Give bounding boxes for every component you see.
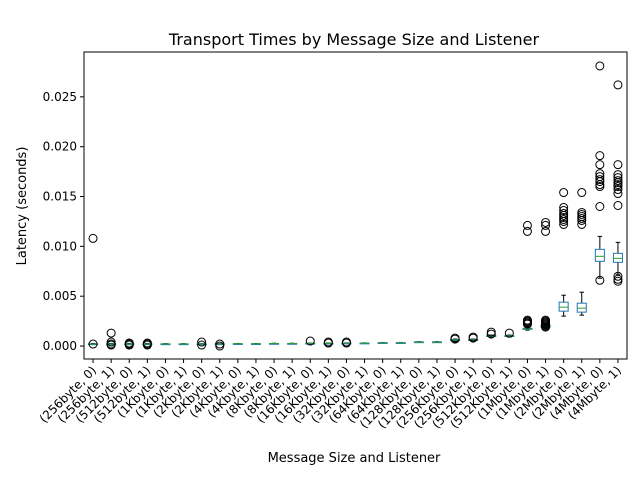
box-group — [395, 341, 406, 344]
outlier-point — [577, 219, 587, 229]
box-group — [196, 337, 207, 350]
outlier-point — [522, 220, 532, 230]
outlier-point — [142, 340, 152, 350]
plot-frame — [83, 51, 628, 360]
outlier-point — [613, 201, 623, 210]
outlier-point — [88, 233, 98, 243]
y-tick-label: 0.000 — [43, 339, 77, 353]
outlier-point — [595, 177, 605, 187]
box-group — [232, 342, 243, 345]
outlier-point — [88, 339, 98, 349]
y-axis-label: Latency (seconds) — [15, 147, 30, 266]
box-group — [558, 188, 569, 317]
y-tick-label: 0.005 — [43, 289, 77, 303]
outlier-point — [106, 340, 116, 350]
outlier-point — [577, 215, 587, 225]
outlier-point — [541, 220, 551, 230]
box-group — [450, 333, 461, 344]
box-group — [287, 342, 298, 345]
outlier-point — [595, 61, 605, 71]
outlier-point — [559, 219, 569, 229]
outlier-point — [595, 182, 605, 192]
outlier-point — [595, 201, 605, 211]
outlier-point — [106, 328, 116, 338]
x-axis-label: Message Size and Listener — [268, 451, 441, 466]
box-iqr — [594, 248, 605, 262]
y-tick-label: 0.020 — [43, 140, 77, 154]
box-group — [341, 337, 352, 348]
box-group — [269, 342, 280, 345]
outlier-point — [559, 188, 569, 198]
box-group — [305, 336, 316, 346]
box-group — [431, 341, 442, 344]
box-group — [594, 61, 605, 285]
box-group — [377, 341, 388, 344]
outlier-point — [613, 189, 623, 199]
outlier-point — [341, 338, 351, 348]
outlier-point — [613, 80, 623, 90]
outlier-point — [613, 173, 623, 183]
outlier-point — [613, 276, 623, 286]
box-group — [468, 332, 479, 343]
chart-title: Transport Times by Message Size and List… — [168, 30, 540, 49]
box-group — [486, 327, 497, 339]
outlier-point — [522, 226, 532, 236]
outlier-point — [197, 340, 207, 350]
outlier-point — [541, 322, 551, 332]
box-group — [214, 339, 225, 351]
outlier-point — [197, 337, 207, 347]
outlier-point — [486, 329, 496, 339]
box-group — [612, 80, 623, 286]
outlier-point — [595, 160, 605, 170]
outlier-point — [541, 217, 551, 227]
box-group — [504, 328, 515, 338]
y-tick-label: 0.010 — [43, 239, 77, 253]
box-group — [106, 328, 117, 350]
outlier-point — [450, 334, 460, 344]
outlier-point — [124, 339, 134, 349]
box-group — [522, 220, 533, 331]
box-group — [359, 342, 370, 345]
outlier-point — [541, 226, 551, 236]
box-group — [413, 341, 424, 344]
box-group — [160, 343, 171, 346]
outlier-point — [522, 319, 532, 329]
box-group — [250, 342, 261, 345]
box-group — [142, 338, 153, 350]
outlier-point — [595, 275, 605, 285]
outlier-point — [559, 216, 569, 226]
y-tick-label: 0.025 — [43, 90, 77, 104]
outlier-point — [613, 185, 623, 195]
box-group — [178, 343, 189, 346]
outlier-point — [613, 182, 623, 192]
box-group — [576, 188, 587, 316]
plot-area: 0.0000.0050.0100.0150.0200.025(256byte, … — [37, 61, 624, 431]
box-group — [540, 217, 551, 332]
outlier-point — [305, 336, 315, 346]
outlier-point — [595, 151, 605, 161]
box-group — [323, 337, 334, 348]
box-group — [88, 233, 99, 349]
y-tick-label: 0.015 — [43, 190, 77, 204]
outlier-point — [613, 160, 623, 170]
outlier-point — [613, 271, 623, 281]
outlier-point — [323, 338, 333, 348]
outlier-point — [559, 205, 569, 215]
outlier-point — [468, 333, 478, 343]
outlier-point — [577, 188, 587, 198]
outlier-point — [215, 341, 225, 351]
outlier-point — [504, 328, 514, 338]
box-group — [124, 338, 135, 350]
